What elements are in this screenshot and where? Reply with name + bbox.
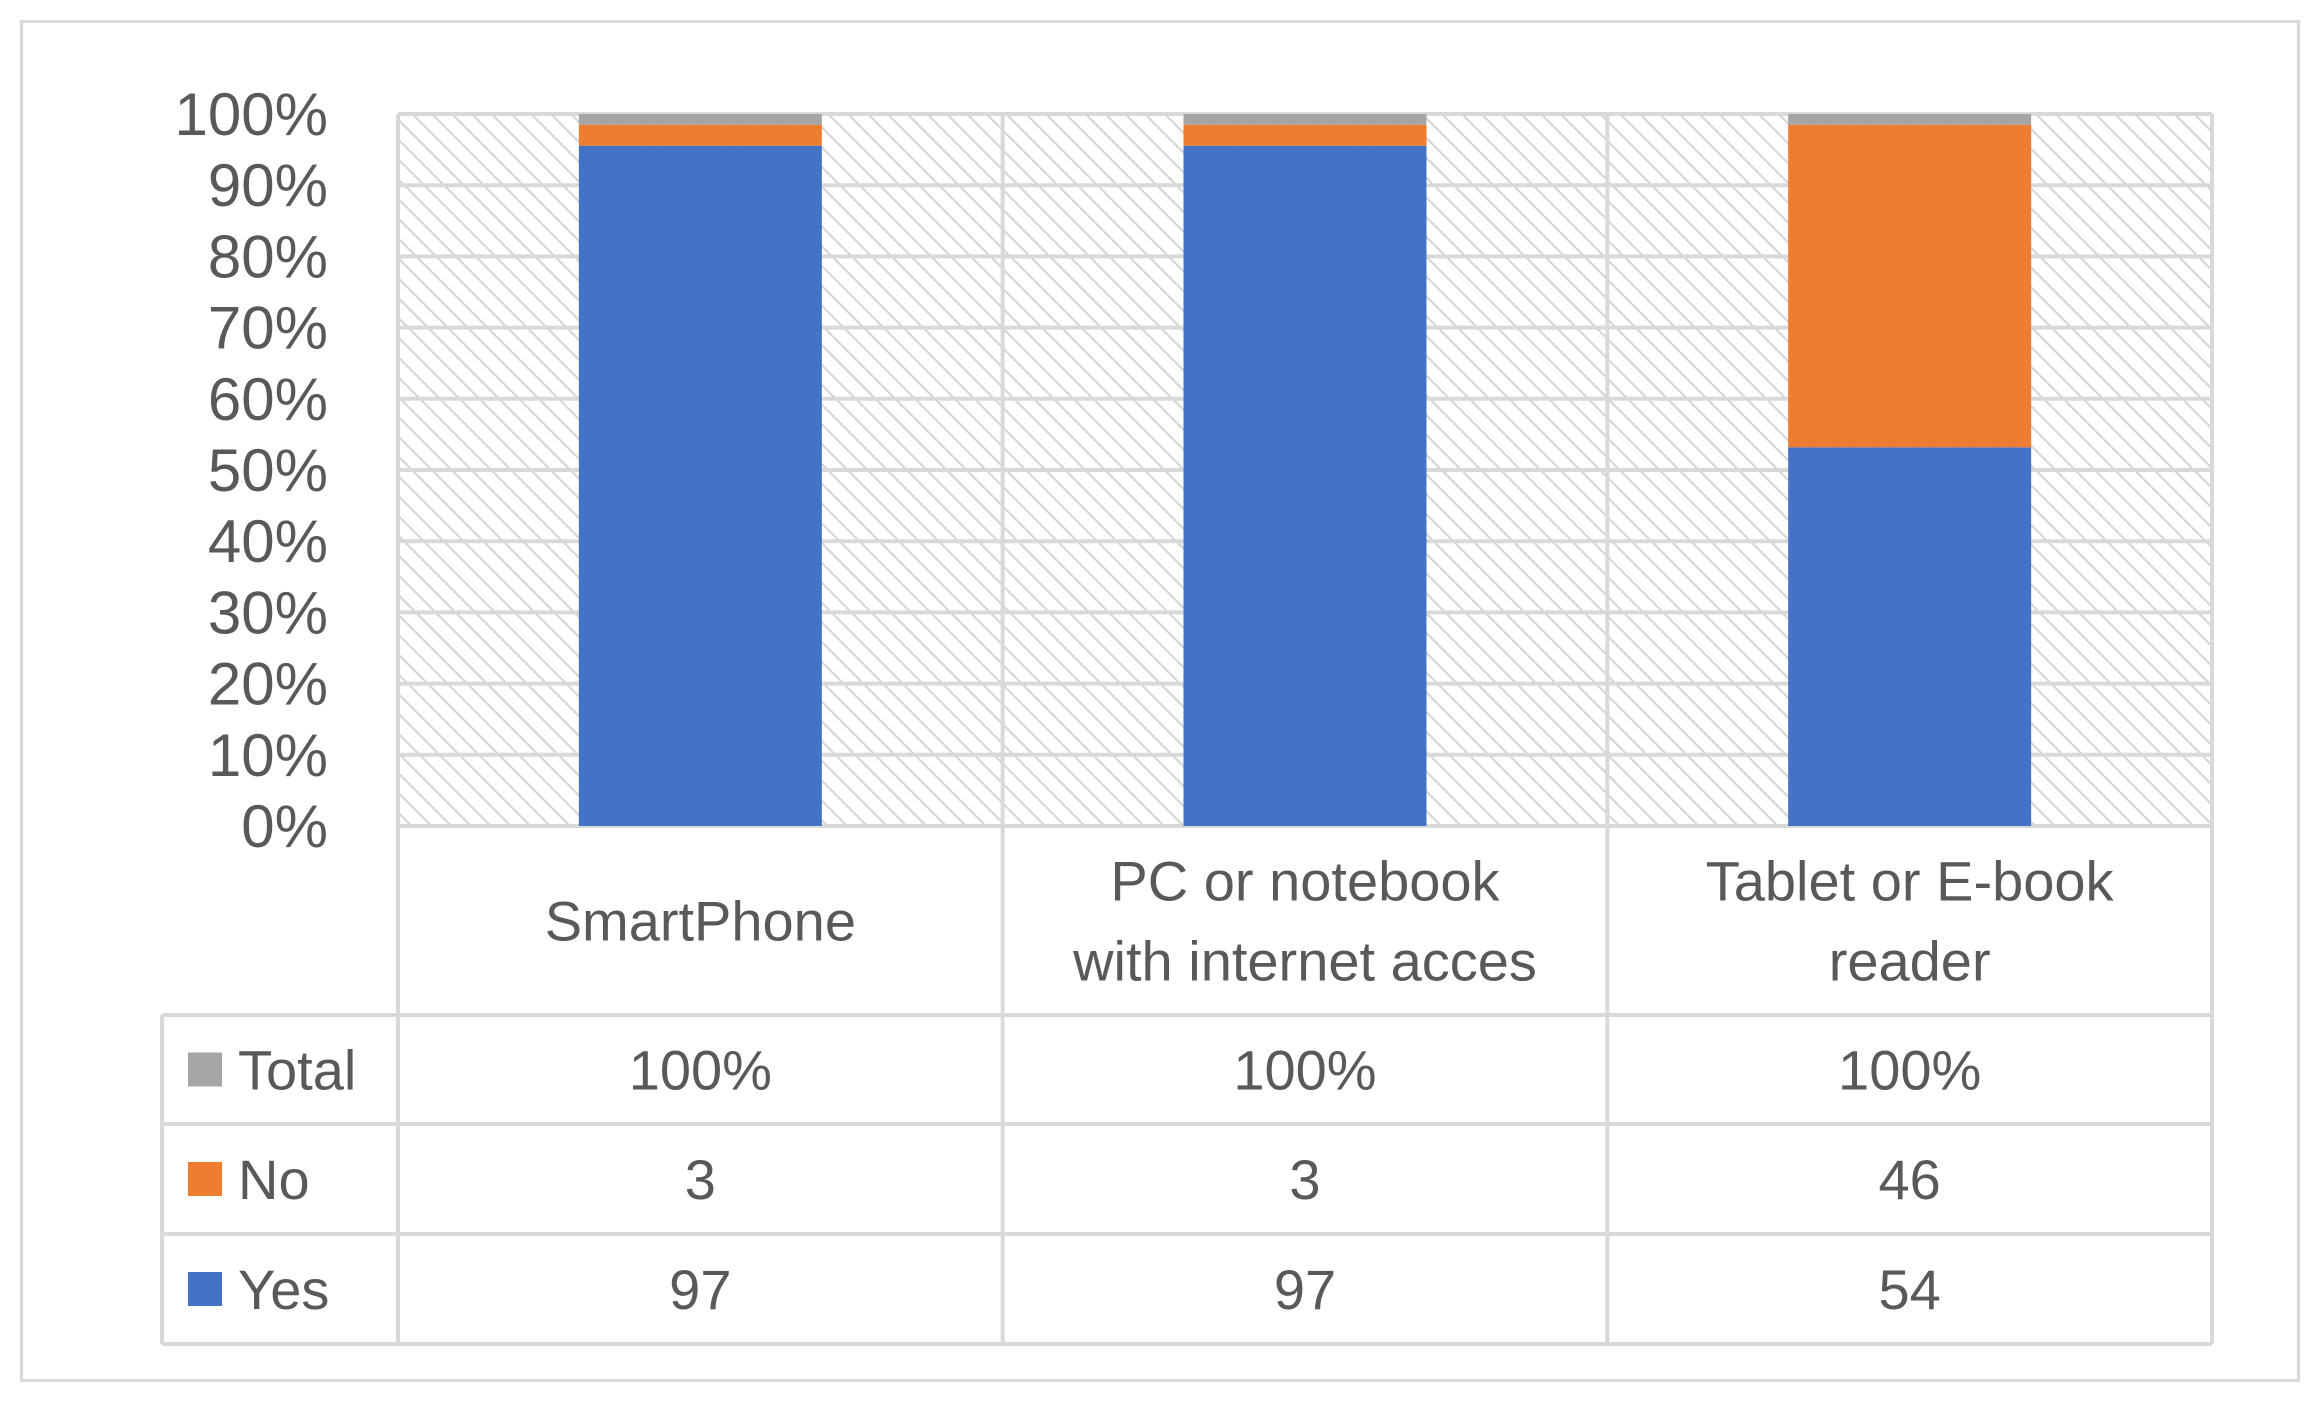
bar-no-1 (1183, 124, 1427, 146)
bars (578, 114, 2032, 826)
table-cell: 3 (1289, 1148, 1320, 1211)
y-tick-label: 90% (208, 152, 328, 219)
y-tick-label: 80% (208, 223, 328, 290)
y-tick-label: 100% (175, 81, 328, 148)
bar-no-0 (578, 124, 822, 146)
bar-no-2 (1788, 124, 2032, 448)
category-label: reader (1829, 930, 1991, 993)
category-label: with internet acces (1072, 930, 1537, 993)
legend-label-no: No (238, 1148, 310, 1211)
data-table: Total 100% 100% 100% No 3 3 46 Yes 97 97 54 (160, 1013, 2212, 1346)
y-tick-label: 50% (208, 437, 328, 504)
y-tick-label: 20% (208, 651, 328, 718)
bar-total-0 (578, 114, 822, 125)
table-cell: 100% (629, 1039, 772, 1102)
category-label: PC or notebook (1110, 850, 1500, 913)
legend-key-yes (188, 1272, 222, 1306)
y-tick-label: 10% (208, 722, 328, 789)
category-label: Tablet or E-book (1706, 850, 2115, 913)
y-axis: 0%10%20%30%40%50%60%70%80%90%100% (175, 81, 328, 860)
y-tick-label: 60% (208, 366, 328, 433)
bar-yes-1 (1183, 145, 1427, 826)
category-label: SmartPhone (545, 890, 856, 953)
y-tick-label: 0% (241, 793, 328, 860)
category-axis: SmartPhone PC or notebook with internet ac… (398, 850, 2212, 1017)
legend-key-no (188, 1162, 222, 1196)
legend-label-total: Total (238, 1039, 356, 1102)
legend-key-total (188, 1052, 222, 1087)
bar-total-2 (1788, 114, 2032, 125)
table-cell: 97 (669, 1258, 731, 1321)
table-cell: 100% (1838, 1039, 1981, 1102)
bar-yes-2 (1788, 447, 2032, 826)
table-cell: 100% (1233, 1039, 1376, 1102)
table-cell: 97 (1274, 1258, 1336, 1321)
y-tick-label: 30% (208, 579, 328, 646)
bar-total-1 (1183, 114, 1427, 125)
bar-yes-0 (578, 145, 822, 826)
y-tick-label: 40% (208, 508, 328, 575)
y-tick-label: 70% (208, 295, 328, 362)
legend-label-yes: Yes (238, 1258, 329, 1321)
table-cell: 3 (685, 1148, 716, 1211)
table-cell: 46 (1879, 1148, 1941, 1211)
table-cell: 54 (1879, 1258, 1941, 1321)
